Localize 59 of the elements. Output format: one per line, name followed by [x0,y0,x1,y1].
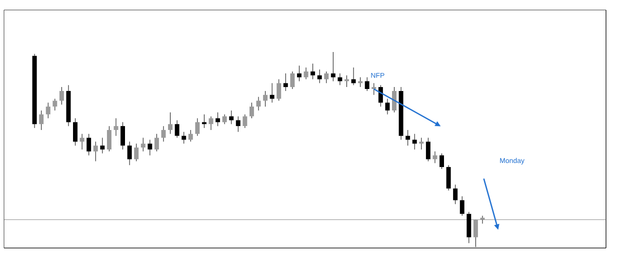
candlestick [432,151,438,164]
candlestick [140,138,146,152]
candlestick [296,65,302,82]
candlestick [73,118,78,146]
candlestick [419,138,424,150]
candlestick [304,67,308,80]
candlestick [338,73,342,86]
candlestick [372,82,376,96]
candlestick [161,126,166,142]
candlestick [412,134,417,150]
candlestick [120,122,126,150]
candlestick [216,112,220,126]
candlestick [364,77,370,92]
candlestick [188,130,193,142]
candlestick [310,63,316,80]
candlestick [358,77,363,88]
candlestick [134,143,139,162]
candlestick [276,79,282,101]
candlestick [236,116,240,132]
candlestick [182,132,186,144]
candlestick [154,134,159,152]
candlestick [93,141,98,162]
candlestick [256,96,261,111]
candlestick [59,86,64,105]
candlestick [283,73,288,92]
candlestick [392,86,396,113]
candlestick [460,196,464,216]
candlestick [324,71,329,84]
candlestick [195,118,200,136]
candlestick [453,184,458,204]
candlestick [100,138,105,154]
candlestick [148,139,152,156]
candlestick [174,120,180,138]
candlestick [466,212,472,244]
candlestick [39,110,44,130]
candlestick [106,126,112,152]
candlestick [406,130,410,146]
candlestick [114,118,118,136]
candlestick [202,114,206,128]
candlestick [222,114,227,124]
candlestick [330,52,336,82]
candlestick [52,98,58,111]
candlestick [242,114,248,128]
candlestick [290,71,295,90]
candlestick [86,134,92,156]
candlestick [426,138,430,162]
candlestick [446,164,451,191]
candlestick [80,134,84,150]
candlestick [249,102,254,119]
candlestick [127,141,132,166]
candlestick [351,67,356,86]
candlestick [168,112,173,134]
candlestick [317,69,322,84]
candlestick [270,82,274,103]
candlestick [385,98,390,115]
candlestick [229,110,234,124]
candlestick [46,102,50,119]
candlestick [440,153,444,170]
candlestick [263,90,268,107]
